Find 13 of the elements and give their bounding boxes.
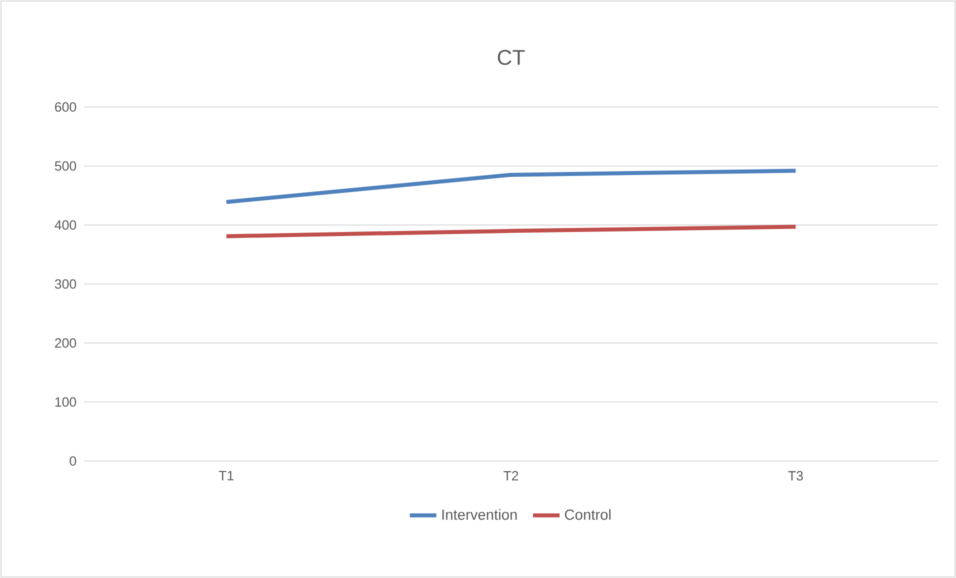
y-tick-label: 200 bbox=[55, 338, 76, 348]
x-tick-label: T3 bbox=[788, 471, 803, 480]
y-tick-label: 100 bbox=[55, 397, 76, 407]
legend-label: Intervention bbox=[442, 509, 517, 520]
legend-label: Control bbox=[564, 509, 611, 520]
x-tick-label: T2 bbox=[504, 471, 518, 480]
x-tick-label: T1 bbox=[218, 471, 234, 480]
chart-title: CT bbox=[498, 50, 525, 65]
y-tick-label: 300 bbox=[54, 279, 76, 289]
y-tick-label: 500 bbox=[54, 161, 76, 171]
y-tick-label: 0 bbox=[70, 456, 76, 466]
y-tick-label: 400 bbox=[54, 220, 76, 230]
y-tick-label: 600 bbox=[55, 102, 76, 112]
